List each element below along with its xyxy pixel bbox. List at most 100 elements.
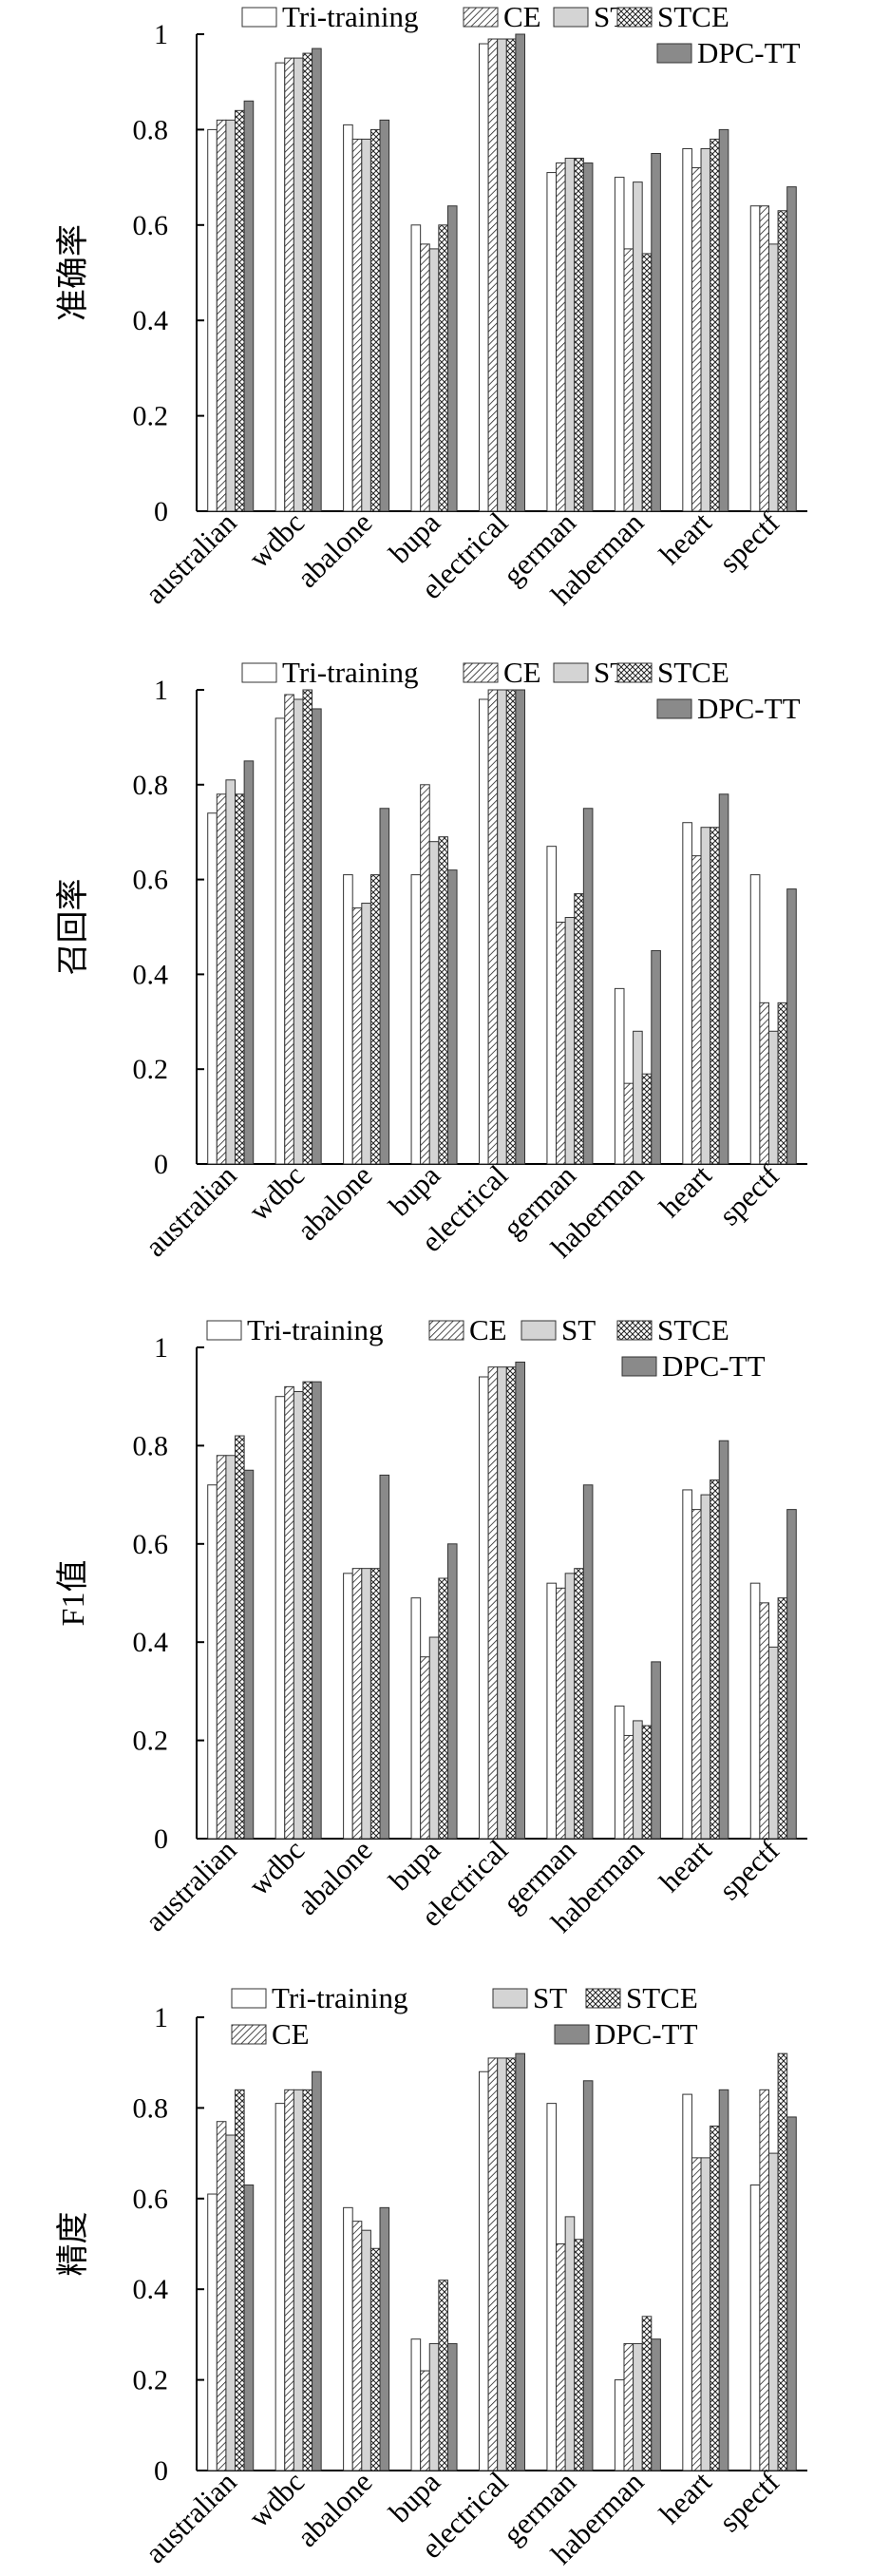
bar-bupa-stce bbox=[438, 224, 448, 512]
bar-electrical-dpc-tt bbox=[515, 689, 526, 1165]
bar-spectf-ce bbox=[759, 1602, 769, 1840]
bar-heart-tri-training bbox=[682, 147, 692, 512]
bar-spectf-st bbox=[767, 1646, 779, 1840]
bar-haberman-stce bbox=[641, 1073, 653, 1165]
bar-wdbc-stce bbox=[302, 689, 313, 1165]
bar-bupa-st bbox=[428, 1636, 440, 1840]
bar-bupa-ce bbox=[420, 784, 430, 1165]
y-tick-label: 0.2 bbox=[133, 1726, 169, 1757]
bar-bupa-tri-training bbox=[410, 2338, 422, 2471]
y-tick-label: 0 bbox=[154, 496, 168, 527]
y-axis-label: 准确率 bbox=[55, 224, 91, 321]
x-tick-label: spectf bbox=[712, 506, 786, 580]
y-tick-label: 0.8 bbox=[133, 770, 169, 801]
bar-australian-st bbox=[225, 119, 237, 512]
bar-electrical-tri-training bbox=[479, 1376, 489, 1840]
x-tick-label: spectf bbox=[712, 1158, 786, 1232]
legend-label: STCE bbox=[657, 1313, 729, 1346]
bar-spectf-dpc-tt bbox=[786, 1509, 797, 1840]
bar-german-dpc-tt bbox=[582, 162, 594, 512]
y-tick-label: 0.2 bbox=[133, 401, 169, 432]
legend-swatch bbox=[616, 662, 653, 683]
bar-heart-st bbox=[700, 2157, 711, 2471]
bar-spectf-stce bbox=[777, 1002, 788, 1165]
y-tick-label: 1 bbox=[154, 2002, 168, 2033]
bar-abalone-stce bbox=[369, 128, 381, 512]
bar-australian-tri-training bbox=[207, 2193, 218, 2471]
bar-heart-st bbox=[700, 827, 711, 1165]
bar-heart-stce bbox=[710, 827, 720, 1165]
y-tick-label: 1 bbox=[154, 19, 168, 50]
bar-spectf-tri-training bbox=[749, 205, 761, 512]
bar-australian-dpc-tt bbox=[243, 1469, 255, 1840]
bar-electrical-stce bbox=[505, 689, 517, 1165]
bar-wdbc-dpc-tt bbox=[312, 1381, 322, 1840]
bar-abalone-ce bbox=[351, 907, 363, 1165]
bar-australian-ce bbox=[216, 793, 227, 1165]
bar-australian-stce bbox=[235, 793, 245, 1165]
x-tick-label: abalone bbox=[291, 1833, 379, 1921]
bar-australian-dpc-tt bbox=[243, 760, 255, 1165]
bar-heart-ce bbox=[691, 2157, 702, 2471]
bar-australian-stce bbox=[235, 2089, 245, 2471]
legend-swatch bbox=[231, 1988, 267, 2009]
bar-wdbc-ce bbox=[284, 694, 294, 1165]
bar-electrical-dpc-tt bbox=[515, 33, 526, 512]
bar-abalone-dpc-tt bbox=[379, 2206, 390, 2471]
y-tick-label: 0.4 bbox=[133, 1627, 169, 1658]
bar-australian-st bbox=[225, 1455, 237, 1840]
bar-wdbc-st bbox=[293, 2089, 304, 2471]
bar-haberman-st bbox=[633, 1030, 643, 1165]
bar-wdbc-stce bbox=[302, 2089, 313, 2471]
bar-electrical-stce bbox=[505, 38, 517, 512]
y-tick-label: 0.2 bbox=[133, 1054, 169, 1085]
bar-bupa-st bbox=[428, 841, 440, 1165]
bar-heart-ce bbox=[691, 855, 702, 1165]
bar-wdbc-tri-training bbox=[275, 1396, 286, 1840]
bar-electrical-ce bbox=[487, 689, 499, 1165]
bar-haberman-ce bbox=[623, 2342, 634, 2471]
legend-label: DPC-TT bbox=[595, 2017, 698, 2051]
bar-wdbc-tri-training bbox=[275, 717, 286, 1165]
bar-heart-tri-training bbox=[682, 822, 692, 1165]
legend-swatch bbox=[231, 2024, 267, 2045]
bar-electrical-ce bbox=[487, 2057, 499, 2471]
y-tick-label: 0.8 bbox=[133, 114, 169, 145]
bar-abalone-dpc-tt bbox=[379, 808, 390, 1165]
legend-label: Tri-training bbox=[272, 1981, 408, 2014]
bar-bupa-st bbox=[428, 248, 440, 512]
bar-electrical-ce bbox=[487, 38, 499, 512]
bar-spectf-stce bbox=[777, 1597, 788, 1840]
bar-wdbc-st bbox=[293, 698, 304, 1165]
bar-electrical-st bbox=[497, 2057, 507, 2471]
bar-bupa-dpc-tt bbox=[446, 205, 458, 512]
bar-electrical-tri-training bbox=[479, 43, 489, 512]
bar-abalone-ce bbox=[351, 2221, 363, 2471]
y-tick-label: 0 bbox=[154, 2455, 168, 2487]
bar-bupa-dpc-tt bbox=[446, 1543, 458, 1840]
bar-german-st bbox=[564, 2216, 576, 2471]
y-tick-label: 0.2 bbox=[133, 2365, 169, 2396]
bar-heart-tri-training bbox=[682, 2093, 692, 2471]
bar-german-ce bbox=[556, 2243, 566, 2471]
bar-wdbc-dpc-tt bbox=[312, 708, 322, 1165]
legend-swatch bbox=[656, 698, 692, 719]
bar-bupa-ce bbox=[420, 1656, 430, 1840]
legend-swatch bbox=[585, 1988, 621, 2009]
y-tick-label: 0 bbox=[154, 1149, 168, 1180]
bar-german-ce bbox=[556, 162, 566, 512]
bar-german-stce bbox=[574, 1568, 584, 1840]
bar-haberman-stce bbox=[641, 1725, 653, 1840]
bar-bupa-ce bbox=[420, 243, 430, 512]
bar-bupa-stce bbox=[438, 2280, 448, 2471]
x-tick-label: abalone bbox=[291, 1158, 379, 1247]
bar-spectf-st bbox=[767, 2152, 779, 2471]
bar-electrical-st bbox=[497, 38, 507, 512]
bar-australian-tri-training bbox=[207, 128, 218, 512]
bar-german-tri-training bbox=[546, 2103, 558, 2471]
bar-spectf-ce bbox=[759, 2089, 769, 2471]
bar-electrical-st bbox=[497, 689, 507, 1165]
bar-wdbc-ce bbox=[284, 2089, 294, 2471]
